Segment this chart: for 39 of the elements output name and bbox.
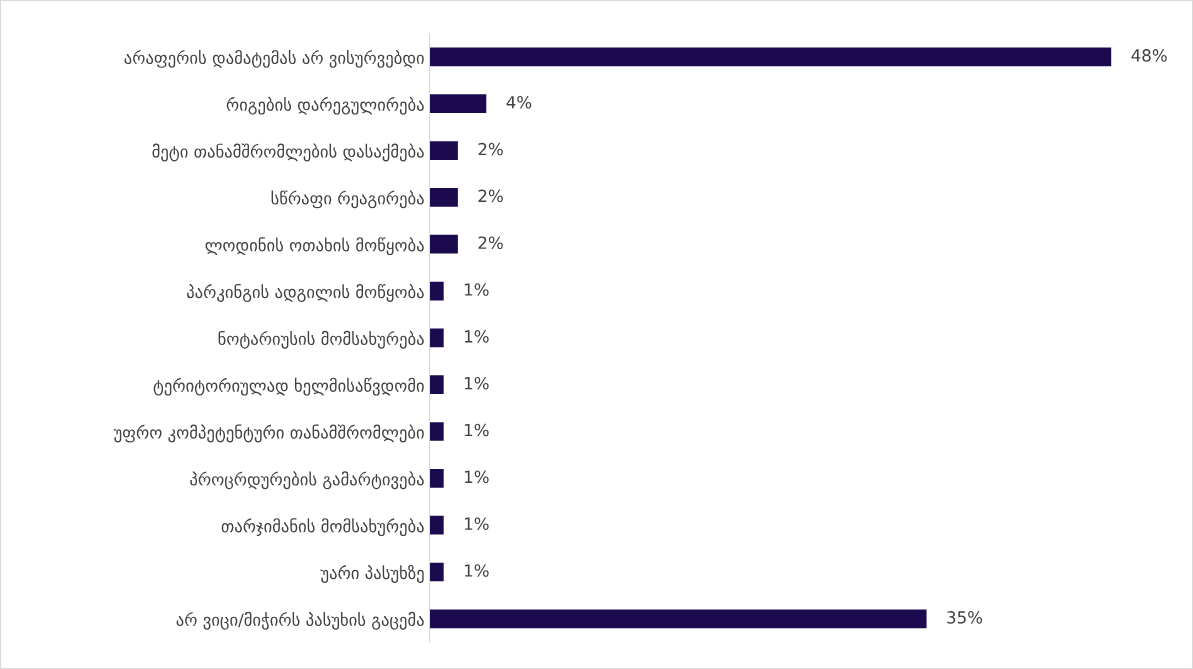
bar — [429, 94, 487, 114]
data-label: 2% — [478, 236, 503, 250]
data-label: 1% — [464, 376, 489, 390]
bar — [429, 468, 444, 488]
data-label: 1% — [464, 470, 489, 484]
y-tick-label: პროცრდურების გამარტივება — [190, 471, 424, 490]
y-tick-label: ტერიტორიულად ხელმისაწვდომი — [153, 377, 424, 396]
y-tick-label: მეტი თანამშრომლების დასაქმება — [152, 143, 424, 162]
data-label: 1% — [464, 330, 489, 343]
bar — [429, 234, 458, 254]
data-label: 1% — [464, 564, 489, 577]
data-label: 1% — [464, 283, 489, 296]
bar — [429, 281, 444, 301]
y-tick-label: პარკინგის ადგილის მოწყობა — [187, 284, 424, 302]
bar — [429, 609, 927, 629]
data-label: 48% — [1131, 49, 1167, 62]
bar — [429, 187, 458, 207]
data-label: 35% — [947, 611, 983, 624]
y-tick-label: უარი პასუხზე — [320, 565, 424, 583]
bar — [429, 422, 444, 441]
bar — [429, 328, 444, 348]
data-label: 2% — [478, 189, 503, 203]
bar — [429, 47, 1112, 67]
y-tick-label: ლოდინის ოთახის მოწყობა — [205, 237, 424, 256]
y-tick-label: უფრო კომპეტენტური თანამშრომლები — [113, 424, 424, 443]
y-tick-label: ნოტარიუსის მომსახურება — [218, 330, 424, 349]
y-tick-label: არ ვიცი/მიჭირს პასუხის გაცემა — [176, 611, 424, 630]
y-tick-label: თარჯიმანის მომსახურება — [221, 518, 424, 537]
bar — [429, 515, 444, 535]
y-tick-label: სწრაფი რეაგირება — [271, 190, 424, 209]
data-label: 2% — [478, 142, 503, 156]
data-label: 1% — [464, 423, 489, 437]
bar — [429, 141, 458, 160]
data-label: 4% — [506, 95, 532, 109]
data-label: 1% — [464, 517, 489, 530]
y-tick-label: არაფერის დამატემას არ ვისურვებდი — [124, 49, 424, 68]
bar — [429, 375, 444, 395]
y-tick-label: რიგების დარეგულირება — [226, 96, 424, 115]
bar — [429, 562, 444, 582]
